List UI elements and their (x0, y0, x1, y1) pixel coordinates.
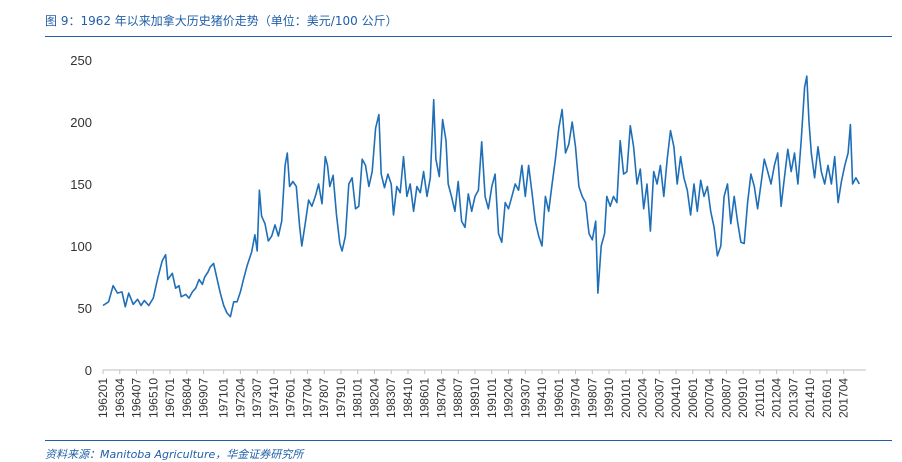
x-tick-label-3: 196510 (146, 378, 160, 418)
x-tick-label-25: 199307 (518, 378, 532, 418)
x-tick-label-44: 201704 (837, 378, 851, 418)
x-tick-label-38: 200910 (736, 378, 750, 418)
x-tick-label-28: 199704 (569, 378, 583, 418)
x-tick-label-30: 199910 (602, 378, 616, 418)
x-tick-label-34: 200410 (669, 378, 683, 418)
y-tick-label-5: 250 (70, 53, 92, 68)
x-tick-label-0: 196201 (96, 378, 110, 418)
x-tick-label-5: 196804 (180, 378, 194, 418)
x-tick-label-32: 200204 (636, 378, 650, 418)
y-tick-label-4: 200 (70, 115, 92, 130)
top-rule (45, 36, 892, 37)
x-tick-label-26: 199410 (535, 378, 549, 418)
x-tick-label-12: 197704 (300, 378, 314, 418)
y-axis-ticks: 0 50 100 150 200 250 (70, 53, 92, 378)
x-tick-label-35: 200601 (686, 378, 700, 418)
x-tick-label-31: 200101 (619, 378, 633, 418)
x-tick-label-42: 201410 (803, 378, 817, 418)
x-tick-label-15: 198101 (351, 378, 365, 418)
x-tick-label-20: 198704 (434, 378, 448, 418)
y-tick-label-1: 50 (78, 301, 92, 316)
x-tick-label-21: 198807 (451, 378, 465, 418)
x-tick-label-4: 196701 (163, 378, 177, 418)
x-tick-label-41: 201307 (786, 378, 800, 418)
x-tick-label-40: 201204 (770, 378, 784, 418)
x-tick-label-9: 197307 (250, 378, 264, 418)
x-tick-label-16: 198204 (367, 378, 381, 418)
x-axis-ticks: 196201 196304 196407 196510 196701 196804 1969… (96, 370, 851, 418)
x-tick-label-7: 197101 (217, 378, 231, 418)
x-tick-label-29: 199807 (585, 378, 599, 418)
x-tick-label-39: 201101 (753, 378, 767, 417)
x-tick-label-6: 196907 (197, 378, 211, 418)
x-tick-label-17: 198307 (384, 378, 398, 418)
x-tick-label-13: 197807 (317, 378, 331, 418)
x-tick-label-43: 201601 (820, 378, 834, 418)
bottom-rule (45, 440, 892, 441)
x-tick-label-2: 196407 (130, 378, 144, 418)
x-tick-label-23: 199101 (485, 378, 499, 418)
y-tick-label-3: 150 (70, 177, 92, 192)
source-note: 资料来源：Manitoba Agriculture，华金证券研究所 (45, 448, 304, 461)
x-tick-label-8: 197204 (233, 378, 247, 418)
y-tick-label-2: 100 (70, 239, 92, 254)
x-tick-label-14: 197910 (334, 378, 348, 418)
price-series-line (102, 75, 861, 318)
x-tick-label-24: 199204 (502, 378, 516, 418)
x-tick-label-33: 200307 (652, 378, 666, 418)
x-tick-label-37: 200807 (719, 378, 733, 418)
x-tick-label-18: 198410 (401, 378, 415, 418)
x-tick-label-1: 196304 (113, 378, 127, 418)
x-tick-label-10: 197410 (267, 378, 281, 418)
line-chart: 0 50 100 150 200 250 196201 196304 196407 196510… (70, 53, 866, 418)
x-tick-label-27: 199601 (552, 378, 566, 418)
figure-title: 图 9：1962 年以来加拿大历史猪价走势（单位：美元/100 公斤） (45, 14, 398, 28)
x-tick-label-36: 200704 (703, 378, 717, 418)
x-tick-label-11: 197601 (284, 378, 298, 418)
x-tick-label-22: 198910 (468, 378, 482, 418)
y-tick-label-0: 0 (85, 363, 92, 378)
x-tick-label-19: 198601 (418, 378, 432, 418)
